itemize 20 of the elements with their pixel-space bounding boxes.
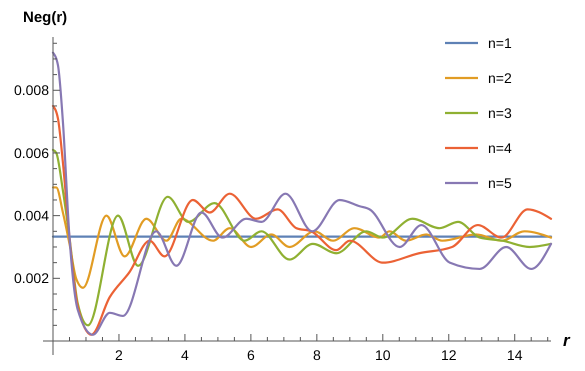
y-tick-label: 0.008	[14, 82, 50, 98]
x-tick-label: 8	[312, 347, 321, 363]
y-tick-label: 0.004	[14, 208, 50, 224]
legend-label: n=1	[488, 34, 512, 51]
line-series	[52, 52, 552, 336]
x-tick-label: 14	[506, 347, 523, 363]
legend-label: n=3	[488, 104, 512, 121]
x-tick-label: 4	[181, 347, 190, 363]
x-tick-label: 12	[440, 347, 457, 363]
x-tick-label: 2	[115, 347, 124, 363]
y-tick-label: 0.002	[14, 270, 50, 286]
x-tick-label: 6	[246, 347, 255, 363]
y-tick-label: 0.006	[14, 144, 50, 161]
x-tick-label: 10	[375, 347, 391, 363]
y-axis-title: Neg(r)	[23, 9, 68, 26]
legend-label: n=5	[488, 174, 512, 191]
line-series	[52, 104, 552, 336]
legend-label: n=4	[488, 140, 512, 156]
legend-label: n=2	[488, 70, 512, 86]
x-axis-title: r	[563, 331, 571, 350]
